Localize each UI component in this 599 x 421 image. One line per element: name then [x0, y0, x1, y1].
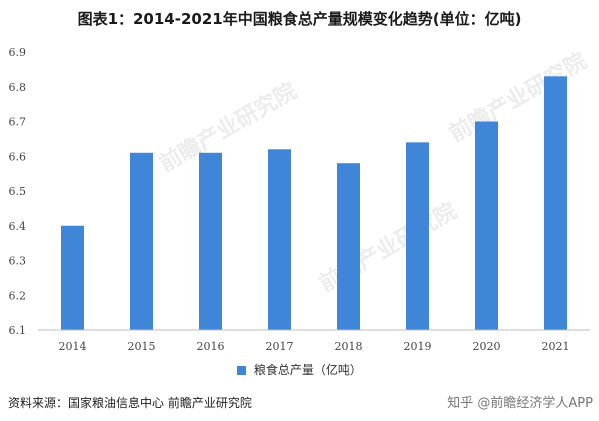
- legend-swatch: [237, 366, 247, 375]
- x-tick-label: 2019: [404, 340, 432, 350]
- y-tick-label: 6.9: [9, 46, 27, 59]
- x-tick-label: 2020: [473, 340, 501, 350]
- y-tick-label: 6.1: [9, 324, 27, 337]
- footer-watermark: 知乎 @前瞻经济学人APP: [447, 396, 593, 411]
- x-tick-label: 2016: [197, 340, 225, 350]
- y-tick-label: 6.4: [9, 220, 27, 233]
- legend: 粮食总产量（亿吨）: [0, 361, 599, 378]
- x-tick-label: 2014: [59, 340, 87, 350]
- bar-2017: [268, 149, 291, 330]
- bar-2020: [475, 121, 498, 330]
- bar-series: [61, 76, 567, 330]
- y-tick-label: 6.5: [9, 185, 27, 198]
- bar-2015: [130, 152, 153, 330]
- chart-title: 图表1：2014-2021年中国粮食总产量规模变化趋势(单位：亿吨): [77, 10, 522, 28]
- y-tick-label: 6.6: [9, 150, 27, 163]
- bar-2021: [544, 76, 567, 330]
- y-tick-label: 6.3: [9, 255, 27, 268]
- x-axis: 2014 2015 2016 2017 2018 2019 2020 2021: [59, 340, 570, 350]
- legend-label: 粮食总产量（亿吨）: [253, 363, 362, 377]
- x-tick-label: 2017: [266, 340, 294, 350]
- y-axis: 6.1 6.2 6.3 6.4 6.5 6.6 6.7 6.8 6.9: [9, 46, 27, 337]
- bar-2014: [61, 225, 84, 330]
- y-tick-label: 6.7: [9, 116, 27, 129]
- bar-2018: [337, 163, 360, 330]
- y-tick-label: 6.8: [9, 81, 27, 94]
- x-tick-label: 2015: [128, 340, 156, 350]
- y-tick-label: 6.2: [9, 289, 27, 302]
- bar-chart: 6.1 6.2 6.3 6.4 6.5 6.6 6.7 6.8 6.9 2014 2015 2016…: [9, 46, 590, 350]
- bar-2016: [199, 152, 222, 330]
- source-note: 资料来源：国家粮油信息中心 前瞻产业研究院: [8, 396, 252, 410]
- bar-2019: [406, 142, 429, 330]
- x-tick-label: 2021: [542, 340, 570, 350]
- x-tick-label: 2018: [335, 340, 363, 350]
